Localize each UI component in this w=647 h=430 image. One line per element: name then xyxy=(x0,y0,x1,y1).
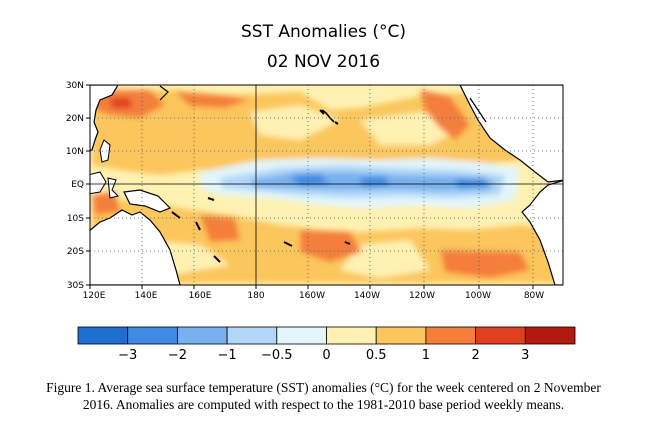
figure-caption: Figure 1. Average sea surface temperatur… xyxy=(0,379,647,413)
y-tick-label: EQ xyxy=(71,180,84,190)
land-islands xyxy=(171,109,351,263)
colorbar-swatch xyxy=(326,326,377,345)
anomaly-field xyxy=(92,88,560,283)
land-new-guinea xyxy=(123,189,172,213)
land-japan xyxy=(159,85,169,101)
anomaly-region xyxy=(200,215,240,242)
y-tick-label: 20S xyxy=(67,247,84,257)
sst-anomaly-map: 30N 20N 10N EQ 10S 20S 30S 120E 140E 160… xyxy=(66,81,576,363)
x-tick-label: 140E xyxy=(135,291,158,301)
x-tick-label: 160E xyxy=(189,291,212,301)
map-plot-area xyxy=(90,85,563,285)
colorbar-label: −2 xyxy=(168,348,187,363)
land-philippines xyxy=(99,139,111,163)
colorbar-swatch xyxy=(276,326,327,345)
map-title: SST Anomalies (°C) xyxy=(241,22,406,42)
anomaly-region xyxy=(175,92,250,108)
x-tick-label: 160W xyxy=(299,291,325,301)
colorbar-swatch xyxy=(375,326,427,345)
anomaly-region xyxy=(360,176,390,187)
land-sulawesi xyxy=(107,177,119,199)
y-axis xyxy=(86,84,90,286)
land-south-america xyxy=(521,179,563,285)
x-tick-label: 80W xyxy=(524,291,544,301)
anomaly-region xyxy=(340,240,430,278)
colorbar-labels: −3 −2 −1 −0.5 0 0.5 1 2 3 xyxy=(118,348,529,363)
caption-line-1: Figure 1. Average sea surface temperatur… xyxy=(46,380,601,395)
colorbar-swatch xyxy=(127,326,178,345)
colorbar-swatch xyxy=(77,326,129,345)
x-tick-label: 180 xyxy=(247,291,264,301)
colorbar-swatch xyxy=(226,326,278,345)
colorbar-label: 0 xyxy=(322,348,330,363)
land-borneo xyxy=(90,171,107,195)
colorbar-label: 0.5 xyxy=(366,348,387,363)
anomaly-region xyxy=(440,250,530,278)
y-tick-label: 30S xyxy=(67,281,84,291)
anomaly-region xyxy=(110,98,132,108)
land-north-america xyxy=(459,85,563,183)
caption-line-2: 2016. Anomalies are computed with respec… xyxy=(82,397,565,412)
colorbar-swatch xyxy=(524,326,576,345)
anomaly-region xyxy=(250,105,340,140)
map-date: 02 NOV 2016 xyxy=(266,52,381,72)
x-tick-label: 100W xyxy=(465,291,491,301)
land-asia xyxy=(90,85,119,151)
colorbar-label: 3 xyxy=(521,348,529,363)
x-axis xyxy=(89,285,534,289)
colorbar-label: 2 xyxy=(471,348,479,363)
x-tick-label: 120E xyxy=(83,291,106,301)
colorbar-swatch xyxy=(475,326,526,345)
map-frame xyxy=(89,84,564,286)
colorbar-swatch xyxy=(176,326,228,345)
y-tick-label: 10N xyxy=(66,147,84,157)
y-tick-label: 30N xyxy=(66,81,84,91)
anomaly-region xyxy=(420,90,470,140)
colorbar-label: −0.5 xyxy=(261,348,293,363)
colorbar-label: −1 xyxy=(218,348,237,363)
anomaly-region xyxy=(290,174,330,186)
colorbar-label: 1 xyxy=(422,348,430,363)
colorbar-label: −3 xyxy=(118,348,137,363)
y-tick-label: 20N xyxy=(66,114,84,124)
land-baja xyxy=(469,97,487,123)
gridlines xyxy=(90,85,563,285)
y-tick-label: 10S xyxy=(67,214,84,224)
colorbar-swatch xyxy=(425,326,476,345)
colorbar xyxy=(77,326,576,345)
x-tick-label: 140W xyxy=(354,291,380,301)
x-tick-label: 120W xyxy=(409,291,435,301)
anomaly-region xyxy=(300,230,362,262)
anomaly-region xyxy=(455,178,488,188)
land-hawaii xyxy=(321,109,335,123)
